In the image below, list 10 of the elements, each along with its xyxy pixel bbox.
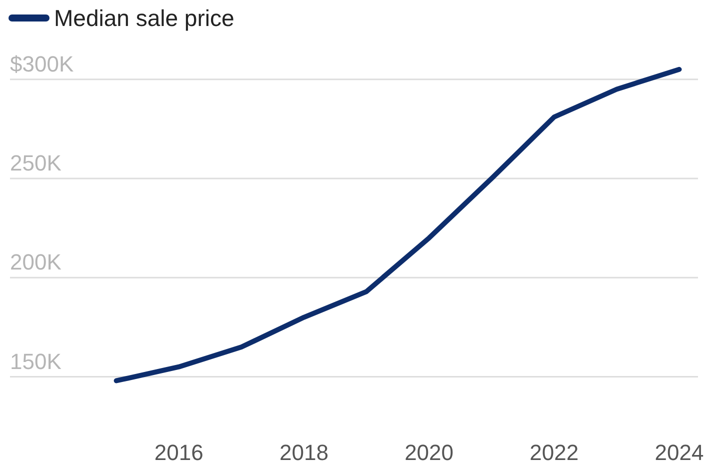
- x-tick-label: 2024: [654, 440, 704, 465]
- x-tick-label: 2018: [279, 440, 328, 465]
- y-tick-label: 200K: [10, 250, 62, 275]
- legend-label: Median sale price: [54, 5, 234, 31]
- y-tick-label: 150K: [10, 348, 62, 374]
- y-tick-label: 250K: [10, 150, 62, 176]
- x-tick-label: 2022: [530, 440, 579, 465]
- y-tick-label: $300K: [10, 51, 74, 76]
- x-tick-label: 2020: [404, 440, 454, 465]
- x-tick-label: 2016: [154, 440, 204, 465]
